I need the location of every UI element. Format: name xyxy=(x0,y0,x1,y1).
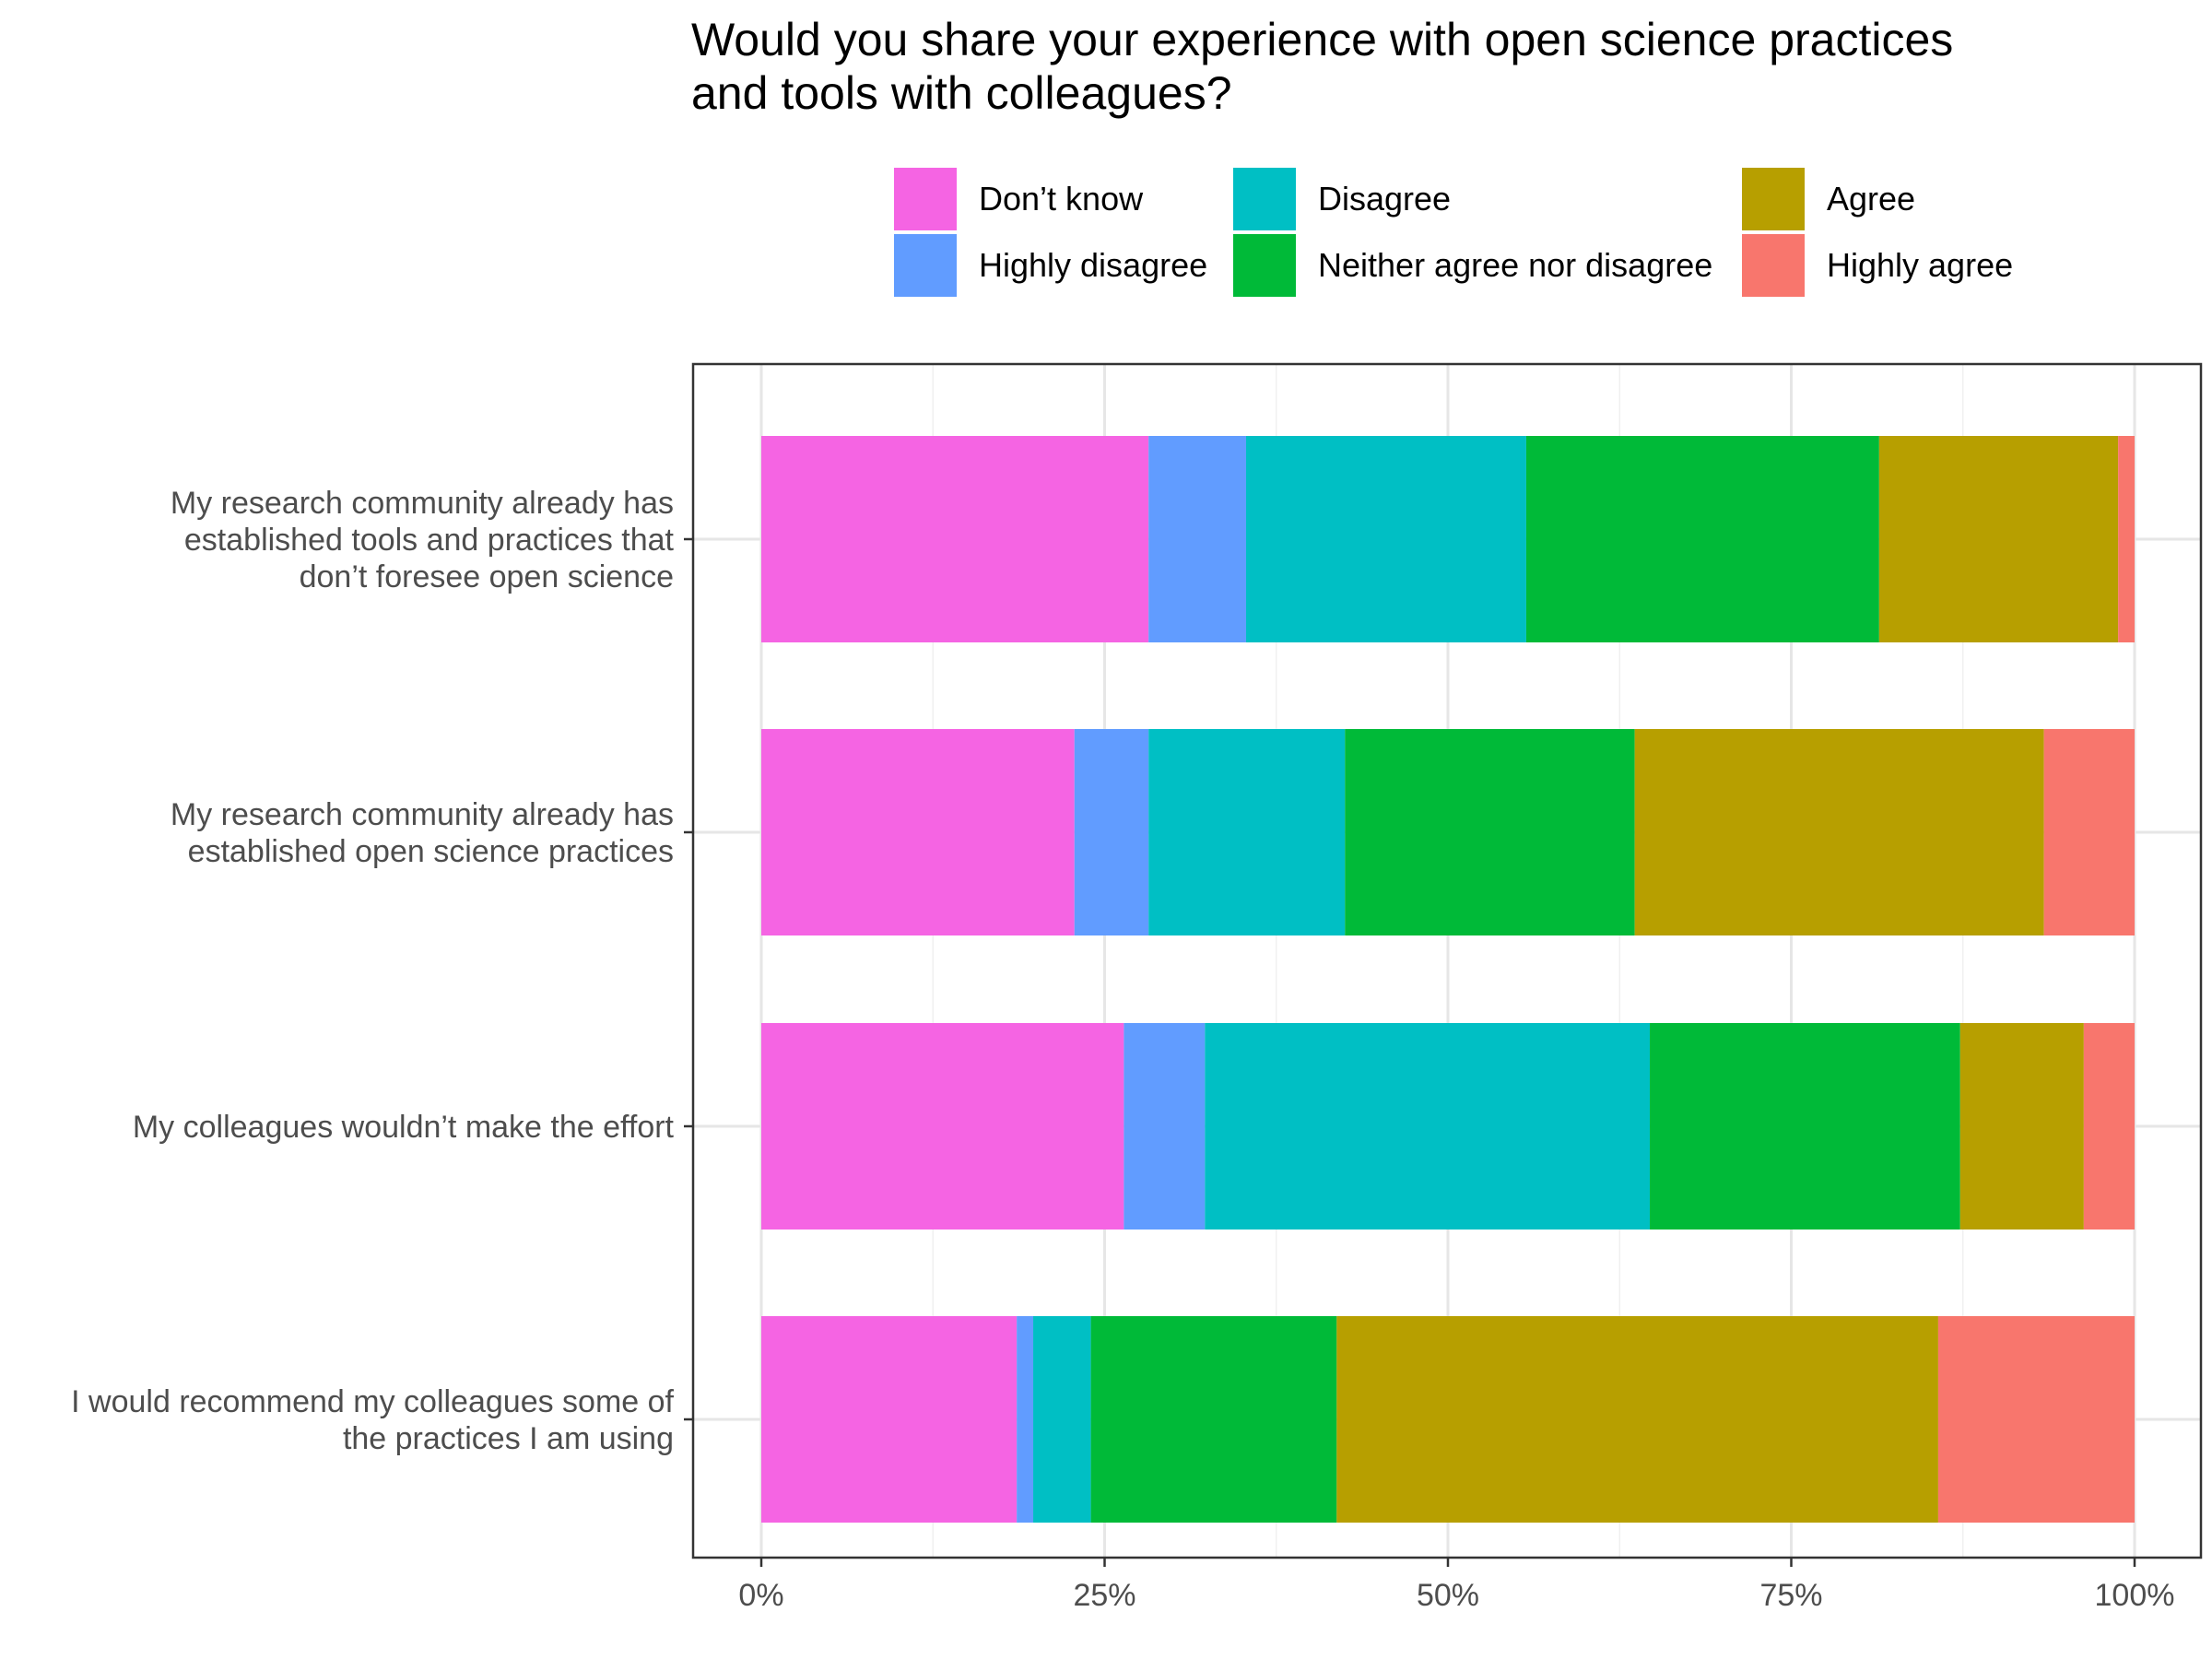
x-tick-label: 0% xyxy=(738,1578,783,1613)
bar-segment xyxy=(761,436,1149,642)
y-tick-label: My research community already has xyxy=(171,486,674,521)
bar-segment xyxy=(761,1023,1124,1230)
legend-label-highly-agree: Highly agree xyxy=(1827,246,2014,284)
bar-segment xyxy=(1878,436,2119,642)
legend-item-disagree: Disagree xyxy=(1233,166,1451,232)
legend-key-disagree xyxy=(1233,168,1296,230)
bar-segment xyxy=(1525,436,1879,642)
y-tick-label: My research community already has xyxy=(171,797,674,832)
legend-item-highly-agree: Highly agree xyxy=(1742,232,2013,299)
legend-key-dont-know xyxy=(894,168,957,230)
bar-segment xyxy=(2083,1023,2135,1230)
chart-title: Would you share your experience with ope… xyxy=(691,13,1953,120)
legend-key-highly-disagree xyxy=(894,234,957,297)
bar-segment xyxy=(1245,436,1526,642)
bar-segment xyxy=(1345,729,1635,935)
y-tick-label: established open science practices xyxy=(188,834,674,869)
legend-item-dont-know: Don’t know xyxy=(894,166,1143,232)
bar-segment xyxy=(1205,1023,1651,1230)
legend-key-highly-agree xyxy=(1742,234,1805,297)
bar-segment xyxy=(1959,1023,2084,1230)
legend-key-agree xyxy=(1742,168,1805,230)
legend-label-highly-disagree: Highly disagree xyxy=(979,246,1208,284)
bar-segment xyxy=(1124,1023,1206,1230)
y-tick-label: My colleagues wouldn’t make the effort xyxy=(133,1110,675,1145)
legend-label-dont-know: Don’t know xyxy=(979,180,1144,218)
bar-segment xyxy=(1090,1316,1337,1523)
bar-segment xyxy=(761,1316,1018,1523)
x-tick-label: 100% xyxy=(2095,1578,2175,1613)
y-tick-label: the practices I am using xyxy=(343,1421,674,1456)
y-tick-label: established tools and practices that xyxy=(184,523,675,558)
bar-segment xyxy=(1074,729,1149,935)
legend: Don’t know Disagree Agree Highly disagre… xyxy=(894,166,2055,304)
legend-item-highly-disagree: Highly disagree xyxy=(894,232,1207,299)
legend-key-neither xyxy=(1233,234,1296,297)
legend-item-neither: Neither agree nor disagree xyxy=(1233,232,1712,299)
bar-segment xyxy=(1634,729,2044,935)
bar-segment xyxy=(1148,436,1246,642)
legend-label-neither: Neither agree nor disagree xyxy=(1318,246,1713,284)
x-tick-label: 50% xyxy=(1417,1578,1479,1613)
y-tick-label: don’t foresee open science xyxy=(300,559,674,594)
chart-title-line-2: and tools with colleagues? xyxy=(691,67,1232,119)
x-tick-label: 25% xyxy=(1073,1578,1135,1613)
y-tick-label: I would recommend my colleagues some of xyxy=(71,1384,674,1419)
bar-segment xyxy=(1148,729,1346,935)
bar-segment xyxy=(761,729,1075,935)
legend-label-disagree: Disagree xyxy=(1318,180,1452,218)
bar-segment xyxy=(1017,1316,1034,1523)
bar-segment xyxy=(1336,1316,1938,1523)
legend-item-agree: Agree xyxy=(1742,166,1915,232)
bar-segment xyxy=(2118,436,2135,642)
bar-segment xyxy=(1033,1316,1091,1523)
bar-segment xyxy=(1650,1023,1960,1230)
bar-segment xyxy=(2043,729,2135,935)
chart-title-line-1: Would you share your experience with ope… xyxy=(691,14,1954,65)
bar-segment xyxy=(1937,1316,2135,1523)
legend-label-agree: Agree xyxy=(1827,180,1916,218)
x-tick-label: 75% xyxy=(1759,1578,1822,1613)
